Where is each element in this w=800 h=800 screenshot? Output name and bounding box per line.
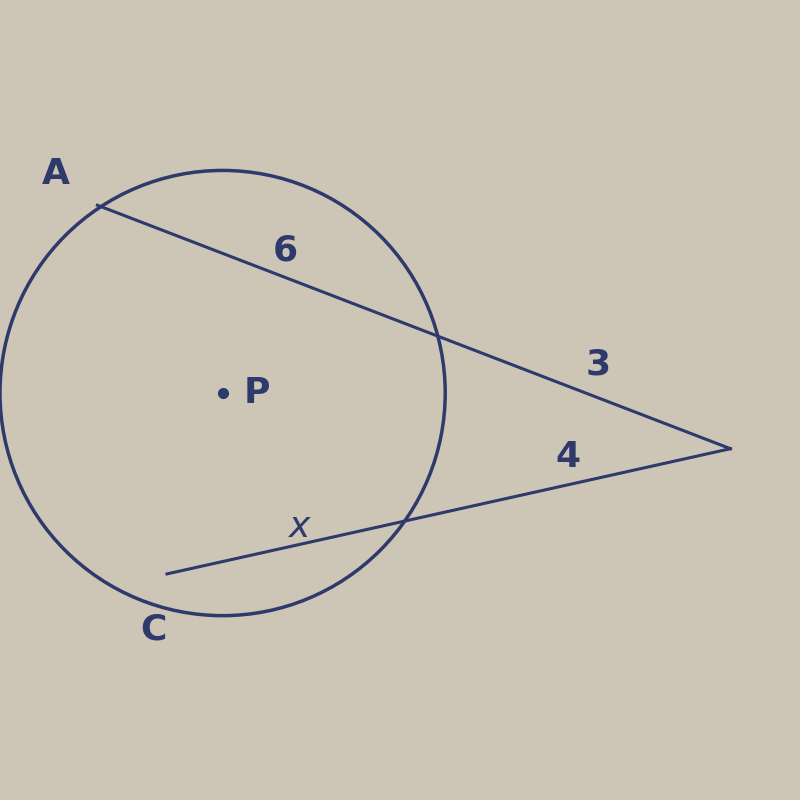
Text: x: x (289, 510, 310, 544)
Text: 3: 3 (586, 347, 610, 382)
Text: 6: 6 (273, 234, 298, 267)
Text: C: C (140, 612, 166, 646)
Text: P: P (243, 376, 270, 410)
Text: 4: 4 (555, 440, 580, 474)
Text: A: A (42, 158, 70, 191)
